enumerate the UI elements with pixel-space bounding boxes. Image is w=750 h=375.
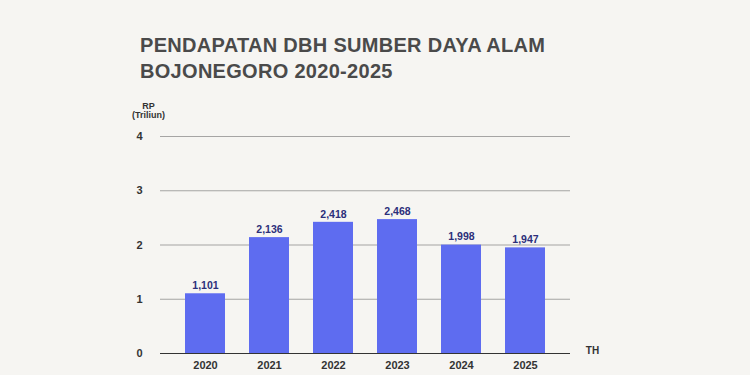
svg-text:1,947: 1,947 — [512, 233, 538, 245]
svg-text:1: 1 — [136, 293, 142, 305]
svg-text:TH: TH — [586, 345, 599, 356]
svg-text:2021: 2021 — [257, 359, 281, 371]
html-text:PENDAPATAN DBH SUMBER DAYA ALA: PENDAPATAN DBH SUMBER DAYA ALAM BOJONEGO… — [140, 34, 546, 82]
svg-text:0: 0 — [136, 347, 142, 359]
svg-text:2022: 2022 — [321, 359, 345, 371]
svg-text:4: 4 — [136, 130, 143, 142]
svg-text:2: 2 — [136, 239, 142, 251]
svg-text:2023: 2023 — [385, 359, 409, 371]
svg-text:2020: 2020 — [193, 359, 217, 371]
svg-text:2,418: 2,418 — [320, 208, 346, 220]
svg-text:1,998: 1,998 — [448, 230, 474, 242]
svg-text:2,468: 2,468 — [384, 205, 410, 217]
svg-text:2024: 2024 — [449, 359, 474, 371]
svg-text:RP(Triliun): RP(Triliun) — [132, 101, 165, 120]
svg-text:1,101: 1,101 — [192, 279, 218, 291]
svg-text:3: 3 — [136, 184, 142, 196]
svg-text:2,136: 2,136 — [256, 223, 282, 235]
svg-text:2025: 2025 — [513, 359, 537, 371]
